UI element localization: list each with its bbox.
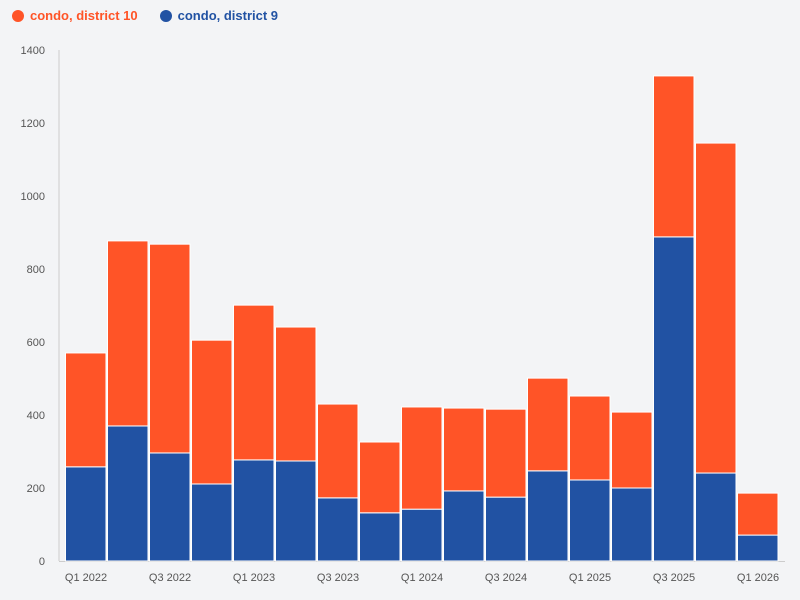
x-tick-label: Q3 2023: [317, 572, 359, 584]
bar-district-10: [401, 406, 443, 510]
legend-label: condo, district 10: [30, 8, 138, 23]
bar-district-10: [737, 492, 779, 536]
y-tick-label: 0: [39, 556, 45, 568]
bar-district-10: [233, 304, 275, 461]
y-tick-label: 600: [27, 337, 45, 349]
bar-district-10: [485, 408, 527, 498]
bar-district-10: [317, 403, 359, 499]
bar-district-10: [611, 411, 653, 489]
bar-district-10: [359, 441, 401, 514]
bar-district-9: [611, 487, 653, 562]
bar-district-10: [191, 339, 233, 485]
y-tick-label: 1200: [21, 118, 45, 130]
bar-district-10: [695, 142, 737, 474]
bar-district-10: [653, 75, 695, 238]
bar-district-9: [317, 497, 359, 562]
x-tick-label: Q1 2025: [569, 572, 611, 584]
bar-district-9: [65, 466, 107, 562]
bar-district-10: [275, 326, 317, 462]
bar-district-9: [695, 472, 737, 562]
x-tick-label: Q1 2023: [233, 572, 275, 584]
bar-district-9: [149, 452, 191, 562]
bar-district-9: [443, 490, 485, 562]
x-tick-label: Q3 2024: [485, 572, 527, 584]
x-tick-label: Q3 2025: [653, 572, 695, 584]
y-tick-label: 1400: [21, 45, 45, 57]
bar-district-9: [569, 479, 611, 562]
legend-dot-icon: [12, 9, 24, 22]
legend: condo, district 10 condo, district 9: [12, 8, 278, 23]
legend-item-district-9[interactable]: condo, district 9: [159, 8, 279, 23]
bar-district-10: [527, 377, 569, 472]
y-tick-label: 400: [27, 410, 45, 422]
bar-district-10: [569, 395, 611, 481]
y-tick-label: 200: [27, 483, 45, 495]
bar-district-9: [233, 459, 275, 562]
x-tick-label: Q1 2026: [737, 572, 779, 584]
legend-item-district-10[interactable]: condo, district 10: [12, 8, 138, 23]
bar-district-9: [401, 508, 443, 562]
x-tick-label: Q3 2022: [149, 572, 191, 584]
bar-district-9: [737, 534, 779, 562]
bar-district-9: [107, 425, 149, 562]
legend-label: condo, district 9: [177, 8, 279, 23]
x-tick-label: Q1 2024: [401, 572, 443, 584]
bar-district-10: [65, 352, 107, 468]
y-tick-label: 1000: [21, 191, 45, 203]
bar-district-10: [443, 407, 485, 492]
bar-district-9: [653, 236, 695, 562]
x-tick-label: Q1 2022: [65, 572, 107, 584]
legend-dot-icon: [159, 9, 172, 22]
y-tick-label: 800: [27, 264, 45, 276]
bar-district-10: [149, 243, 191, 454]
bar-district-9: [485, 496, 527, 562]
bar-district-9: [359, 512, 401, 562]
bar-district-10: [107, 240, 149, 427]
bar-district-9: [275, 460, 317, 562]
bar-district-9: [191, 483, 233, 562]
bar-district-9: [527, 470, 569, 562]
